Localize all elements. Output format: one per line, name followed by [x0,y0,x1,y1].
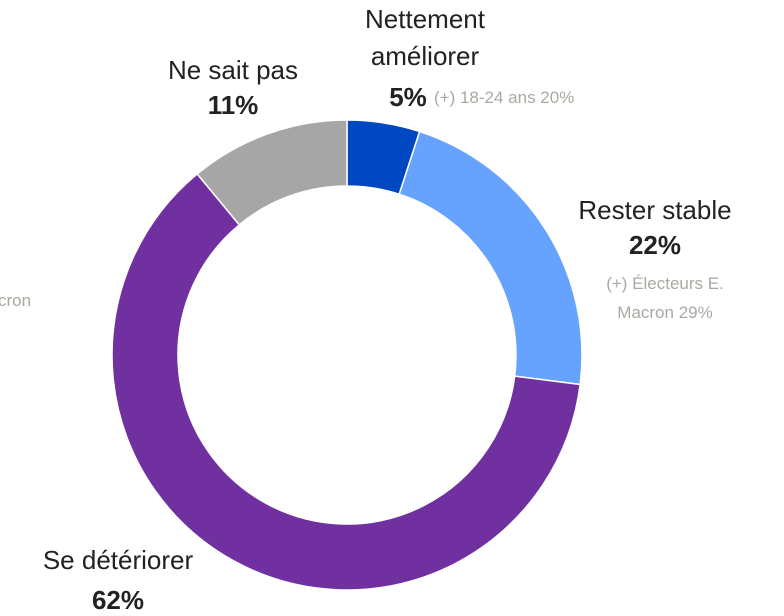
donut-slice [111,172,581,591]
category-label: Nettement améliorer [365,4,485,71]
value-label: 62% [91,584,145,615]
value-label: 5% [389,81,427,112]
category-label: Rester stable [578,194,732,225]
value-label: 11% [207,89,259,120]
annotation: (+) 18-24 ans 20% [434,87,575,107]
annotation: cron [0,290,32,310]
annotation: (+) Électeurs E. Macron 29% [606,273,724,322]
value-label: 22% [628,229,682,260]
donut-slice [398,130,583,386]
category-label: Ne sait pas [167,54,299,85]
category-label: Se détériorer [42,544,194,575]
donut-slice [196,119,348,226]
